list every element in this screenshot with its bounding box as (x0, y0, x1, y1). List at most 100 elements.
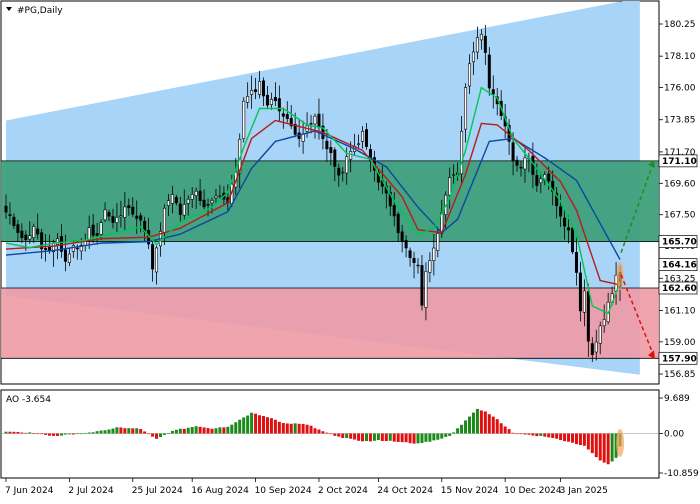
candle-body (460, 130, 464, 175)
candle-body (246, 96, 250, 103)
ao-bar (353, 433, 357, 440)
ao-bar (614, 433, 618, 458)
level-label-171.10: 171.10 (662, 157, 697, 167)
x-tick-label: 16 Aug 2024 (191, 486, 249, 496)
candle-body (416, 264, 420, 267)
ao-bar (285, 423, 289, 434)
candle-body (75, 247, 79, 250)
y-tick-label: 171.70 (664, 148, 696, 158)
candle-body (432, 247, 436, 261)
ao-bar (265, 417, 269, 434)
candle-body (412, 258, 416, 264)
ao-bar (273, 419, 277, 434)
candle-body (539, 178, 543, 184)
y-tick-label: 178.10 (664, 52, 696, 62)
x-tick-label: 7 Jun 2024 (5, 486, 54, 496)
ao-bar (95, 431, 99, 434)
x-tick-label: 24 Oct 2024 (377, 486, 433, 496)
ao-bar (258, 415, 262, 434)
ao-bar (75, 433, 79, 435)
x-tick-label: 2 Jul 2024 (68, 486, 113, 496)
candle-body (55, 238, 59, 245)
ao-bar (468, 416, 471, 434)
candle-body (127, 205, 131, 208)
candle-body (590, 343, 594, 356)
x-tick-label: 10 Sep 2024 (255, 486, 312, 496)
ao-bar (182, 428, 186, 434)
candle-body (139, 215, 143, 221)
ao-bar (531, 433, 535, 436)
ao-bar (527, 433, 531, 435)
candle-body (471, 51, 475, 63)
ao-bar (487, 414, 491, 434)
ao-bar (246, 415, 250, 434)
candle-body (8, 214, 12, 216)
candle-body (123, 206, 127, 218)
candle-body (24, 234, 28, 240)
ao-bar (250, 412, 254, 434)
candle-body (269, 99, 273, 105)
ao-bar (36, 433, 40, 435)
candle-body (20, 230, 24, 238)
ao-bar (4, 431, 8, 434)
candle-body (107, 212, 111, 217)
ao-bar (400, 433, 404, 443)
ao-bar (582, 433, 586, 446)
ao-bar (523, 433, 527, 435)
ao-bar (234, 422, 238, 434)
ao-bar (198, 426, 202, 434)
candle-body (99, 222, 103, 235)
ao-bar (551, 433, 555, 438)
level-label-162.60: 162.60 (662, 284, 697, 294)
candle-body (563, 217, 567, 227)
ao-bar (420, 433, 424, 443)
ao-bar (499, 423, 503, 434)
candle-body (32, 226, 36, 238)
candle-body (578, 272, 582, 312)
dropdown-arrow-icon[interactable] (6, 7, 12, 11)
ao-bar (475, 408, 479, 434)
candle-body (71, 245, 75, 252)
ao-bar (32, 433, 36, 434)
candle-body (242, 100, 246, 140)
ao-bar (412, 433, 416, 444)
candle-body (44, 248, 48, 251)
ao-bar (230, 424, 234, 434)
ao-bar (143, 431, 147, 434)
ao-bar (281, 423, 285, 434)
ao-bar (170, 430, 174, 434)
last-candle-highlight (616, 262, 624, 291)
ao-bar (151, 433, 155, 437)
candle-body (483, 35, 487, 53)
candle-body (273, 96, 277, 102)
candle-body (420, 265, 424, 306)
ao-bar (8, 431, 12, 434)
ao-bar (479, 410, 483, 434)
candle-body (293, 124, 297, 135)
candle-body (337, 167, 341, 176)
candle-body (285, 114, 289, 120)
ao-bar (119, 427, 123, 434)
candle-body (281, 113, 285, 117)
candle-body (4, 205, 8, 213)
ao-bar (301, 423, 305, 434)
ao-bar (16, 431, 20, 434)
candle-body (254, 89, 258, 93)
x-tick-label: 15 Nov 2024 (441, 486, 499, 496)
ao-label: AO -3.654 (6, 395, 51, 405)
ao-bar (384, 433, 388, 442)
candle-body (59, 236, 63, 252)
ao-bar (424, 433, 428, 442)
candle-body (388, 191, 392, 207)
ao-bar (107, 429, 111, 434)
ao-bar (103, 430, 107, 434)
candle-body (400, 231, 404, 242)
candle-body (582, 290, 586, 313)
ao-bar (24, 432, 28, 434)
ao-bar (44, 433, 48, 435)
ao-bar (376, 433, 380, 441)
ao-bar (159, 433, 162, 438)
ao-bar (48, 433, 52, 436)
symbol-label[interactable]: #PG,Daily (17, 6, 63, 16)
